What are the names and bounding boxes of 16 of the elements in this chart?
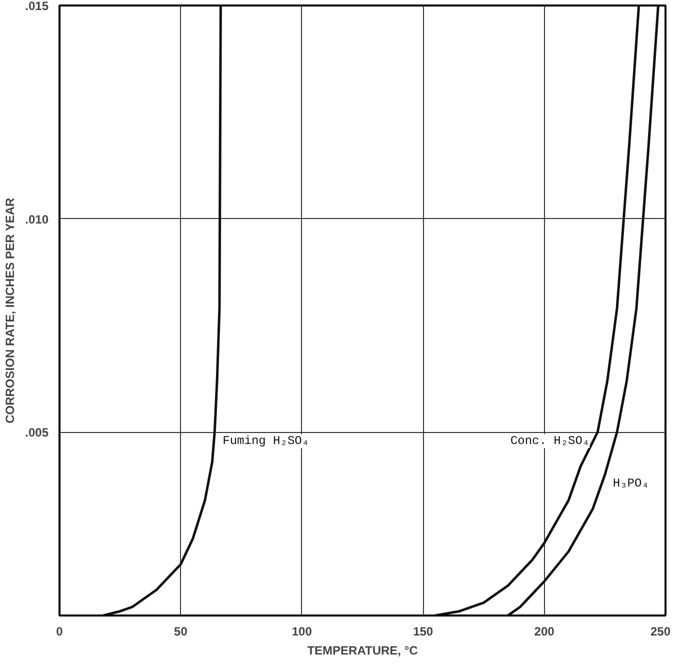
y-tick-label: .005 (25, 426, 49, 440)
x-tick-label: 50 (174, 624, 188, 638)
x-tick-label: 200 (534, 624, 555, 638)
x-tick-label: 0 (56, 624, 64, 638)
x-tick-label: 250 (650, 624, 671, 638)
series-label: Conc. H₂SO₄ (510, 434, 590, 448)
y-tick-label: .015 (25, 0, 49, 13)
y-axis-title: CORROSION RATE, INCHES PER YEAR (3, 197, 18, 424)
x-tick-label: 100 (292, 624, 312, 638)
line-series (506, 6, 660, 616)
x-axis-title: TEMPERATURE, °C (307, 644, 418, 658)
series-label: Fuming H₂SO₄ (222, 434, 310, 448)
y-tick-label: .010 (25, 212, 49, 226)
series-label: H₃PO₄ (612, 476, 649, 491)
line-series (102, 6, 222, 616)
x-tick-label: 150 (413, 624, 434, 638)
